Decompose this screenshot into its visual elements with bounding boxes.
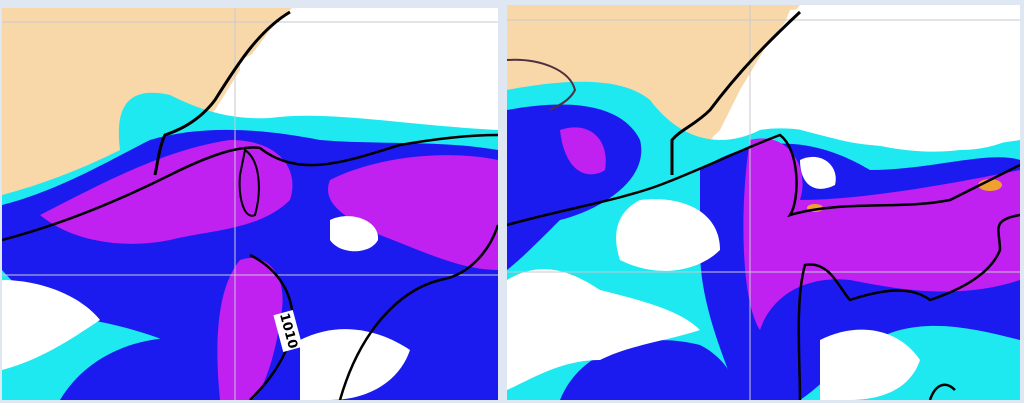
no-precip xyxy=(820,329,920,400)
precip-heavy xyxy=(40,140,293,244)
isobar xyxy=(507,58,577,111)
precip-heavy xyxy=(560,127,606,175)
coastline xyxy=(670,10,802,175)
precip-moderate xyxy=(60,337,250,400)
right-map xyxy=(507,5,1020,400)
isobar xyxy=(2,133,498,242)
precip-heavy xyxy=(328,155,498,270)
left-map: 1010 xyxy=(2,8,498,400)
no-precip xyxy=(800,156,836,189)
isobar xyxy=(338,224,498,400)
isobar xyxy=(928,383,956,400)
no-precip xyxy=(330,216,379,252)
left-panel: 1010 xyxy=(2,8,498,400)
coastline xyxy=(153,10,291,176)
precip-heavy xyxy=(217,258,283,400)
no-precip xyxy=(300,329,410,400)
no-precip xyxy=(240,20,498,120)
isobar xyxy=(797,213,1020,400)
precip-heavy xyxy=(743,138,1020,330)
no-precip xyxy=(750,5,1020,148)
no-precip xyxy=(2,280,100,370)
right-panel xyxy=(507,5,1020,400)
no-precip xyxy=(616,199,720,271)
precip-moderate xyxy=(507,104,642,270)
isobar xyxy=(507,133,1020,227)
island-outline xyxy=(238,148,260,217)
contour-label-bg xyxy=(273,310,303,352)
no-precip xyxy=(507,269,700,390)
